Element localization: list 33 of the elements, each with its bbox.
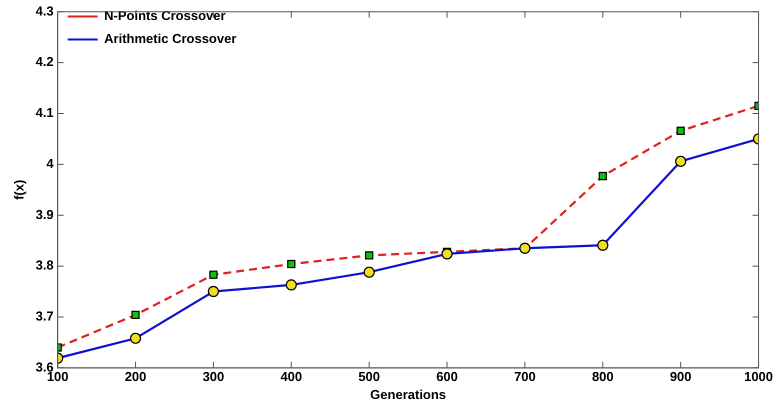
point bbox=[208, 286, 220, 298]
legend-label: Arithmetic Crossover bbox=[104, 31, 236, 46]
x-tick-label: 200 bbox=[124, 369, 146, 384]
x-tick-label: 700 bbox=[514, 369, 536, 384]
point bbox=[676, 126, 685, 135]
y-tick-label: 4.3 bbox=[36, 3, 54, 18]
point bbox=[441, 248, 453, 260]
x-tick-label: 600 bbox=[436, 369, 458, 384]
x-tick-label: 900 bbox=[670, 369, 692, 384]
y-axis-title: f(x) bbox=[11, 180, 26, 200]
y-tick-label: 4.1 bbox=[36, 105, 54, 120]
y-tick-label: 3.7 bbox=[36, 308, 54, 324]
x-axis-title: Generations bbox=[370, 386, 446, 402]
point bbox=[364, 266, 375, 278]
point bbox=[130, 332, 142, 344]
point bbox=[131, 310, 140, 320]
legend-label: N-Points Crossover bbox=[104, 8, 226, 24]
y-tick-label: 4 bbox=[46, 156, 54, 171]
point bbox=[598, 172, 607, 180]
x-tick-label: 1000 bbox=[744, 369, 773, 384]
point bbox=[286, 279, 297, 291]
point bbox=[365, 251, 374, 260]
x-tick-label: 400 bbox=[280, 369, 302, 384]
x-tick-label: 500 bbox=[358, 369, 380, 384]
point bbox=[287, 260, 296, 268]
x-tick-label: 300 bbox=[202, 369, 224, 384]
y-tick-label: 3.8 bbox=[36, 258, 54, 273]
point bbox=[209, 270, 218, 279]
x-tick-label: 800 bbox=[592, 369, 614, 384]
point bbox=[675, 156, 686, 167]
y-tick-label: 4.2 bbox=[36, 54, 54, 70]
y-tick-label: 3.9 bbox=[36, 206, 54, 222]
point bbox=[597, 240, 608, 251]
